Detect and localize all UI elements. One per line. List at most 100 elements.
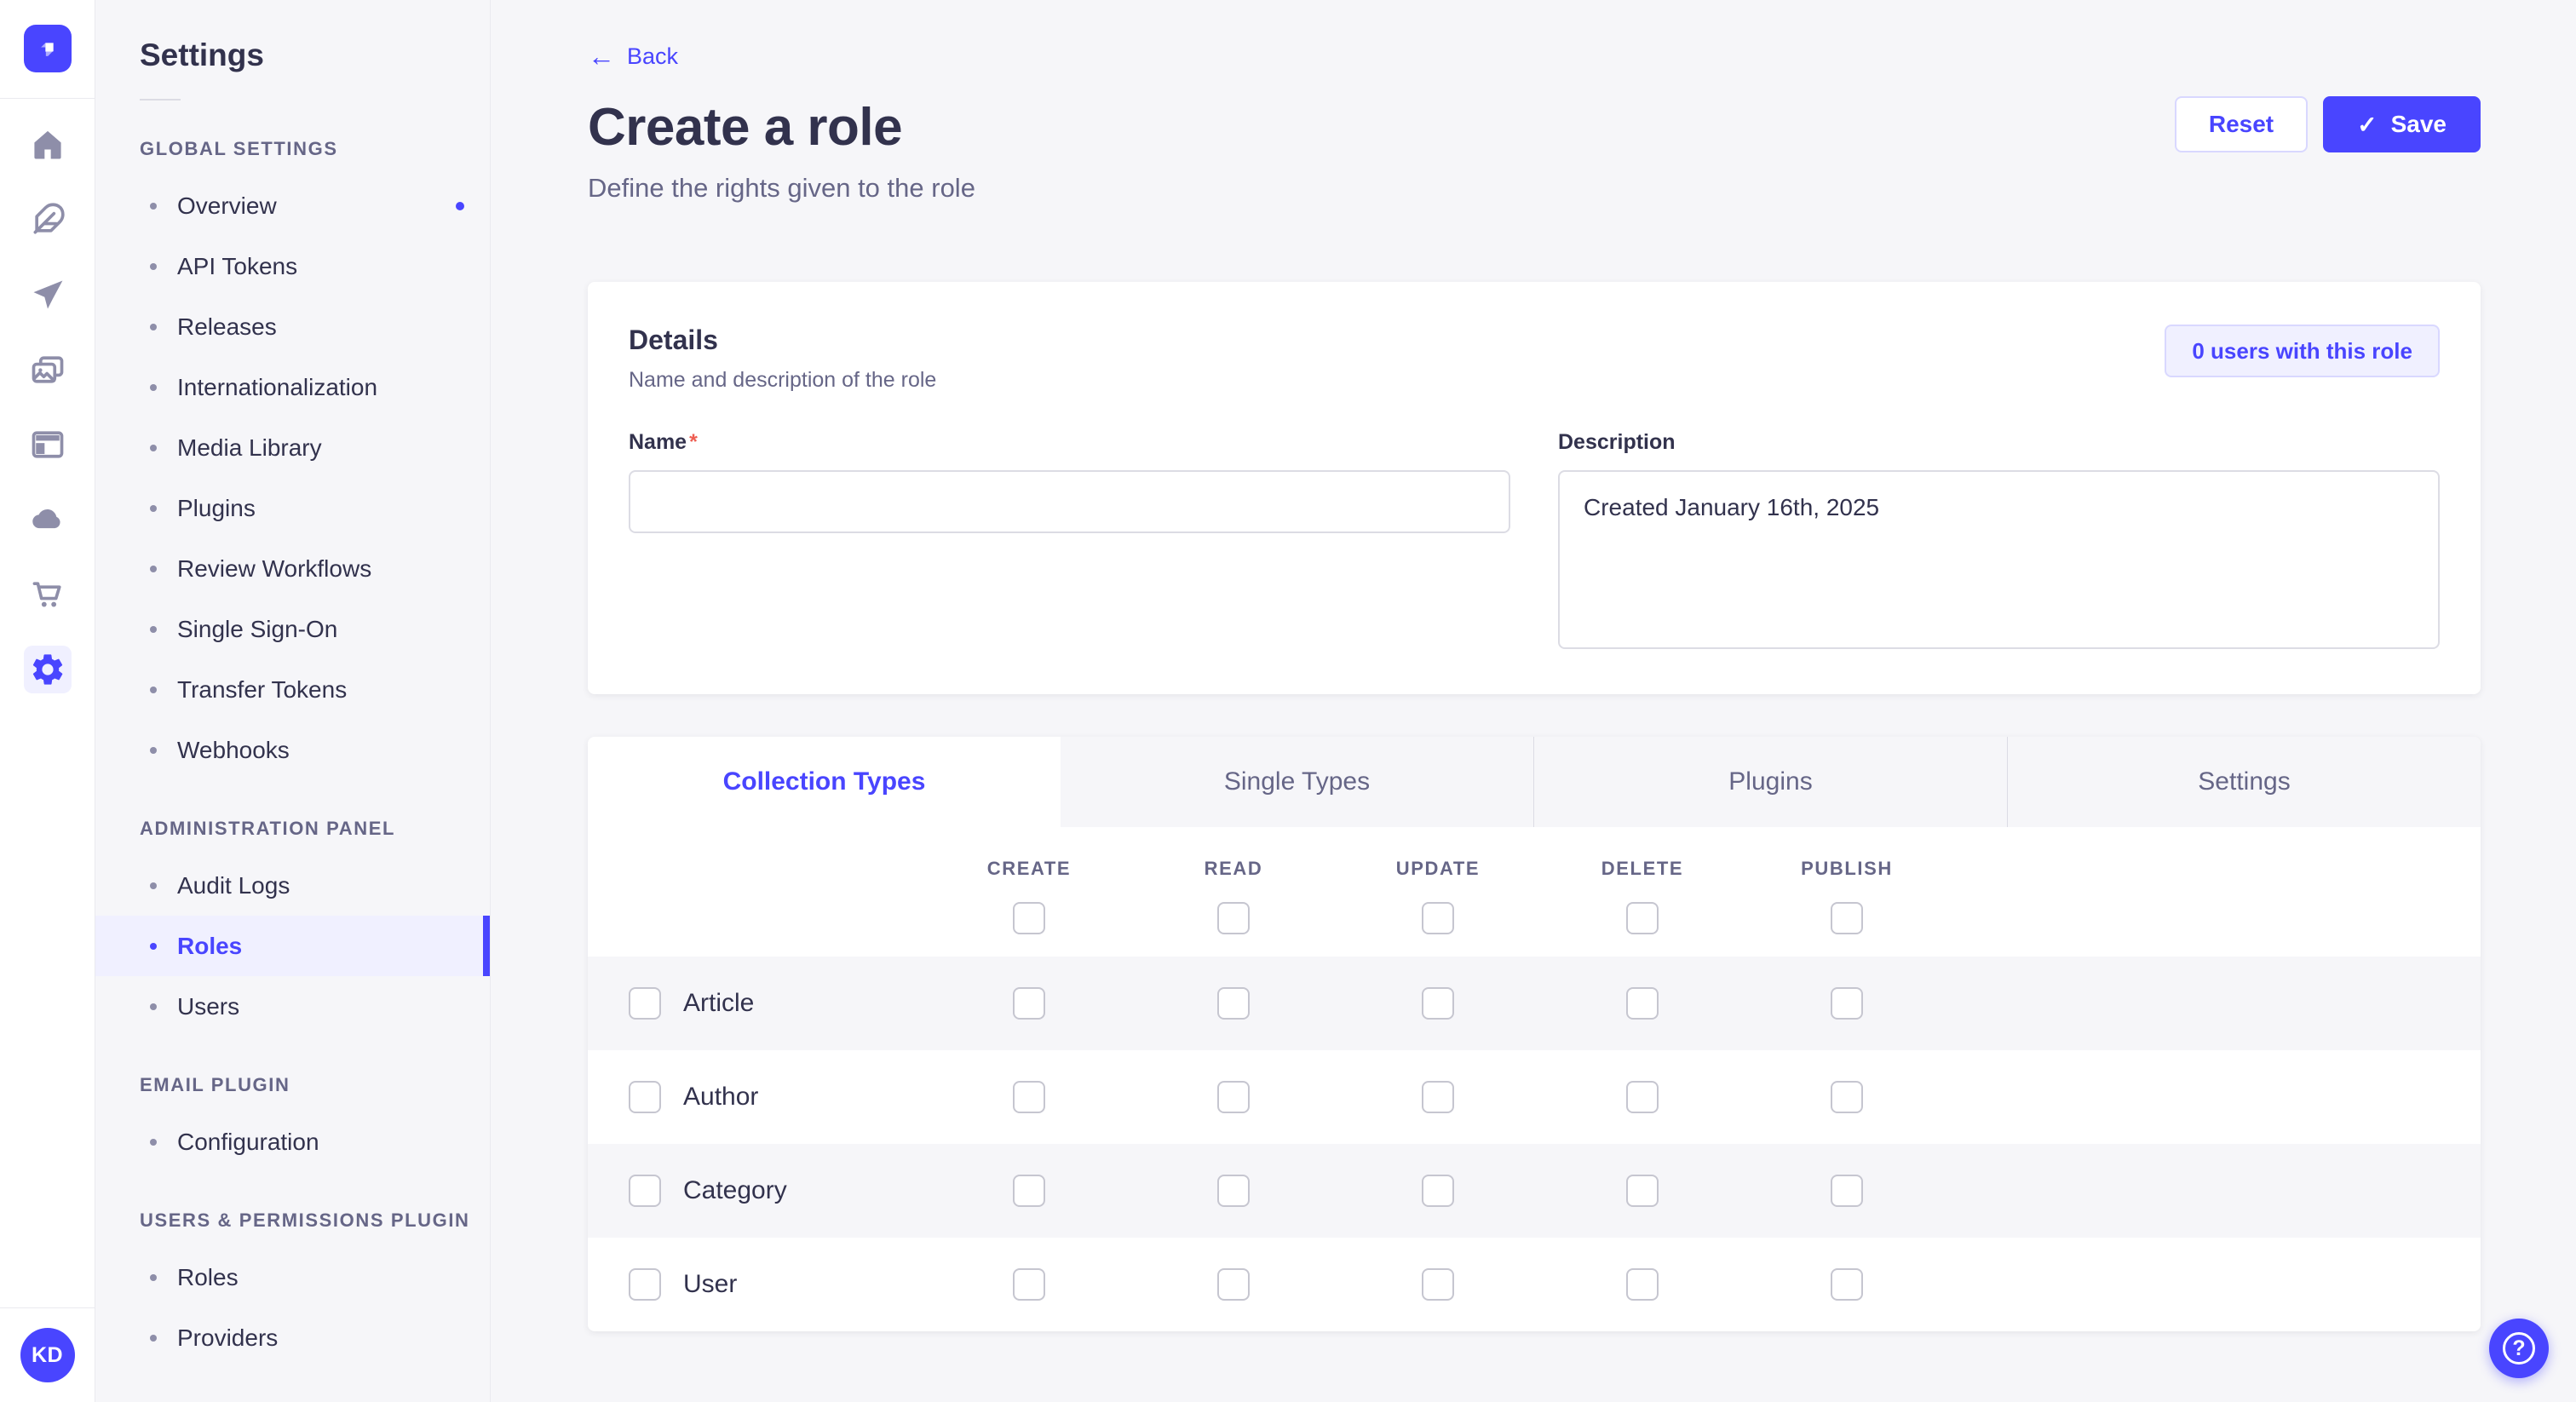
rail-divider <box>0 1307 95 1308</box>
page-subtitle: Define the rights given to the role <box>588 173 975 203</box>
category-delete-checkbox[interactable] <box>1626 1175 1659 1207</box>
category-read-checkbox[interactable] <box>1217 1175 1250 1207</box>
bullet-icon <box>150 1003 157 1010</box>
bullet-icon <box>150 565 157 572</box>
author-create-checkbox[interactable] <box>1013 1081 1045 1113</box>
sidebar-item-providers[interactable]: Providers <box>95 1307 490 1368</box>
help-button[interactable]: ? <box>2489 1319 2549 1378</box>
author-read-checkbox[interactable] <box>1217 1081 1250 1113</box>
tab-collection-types[interactable]: Collection Types <box>588 737 1061 827</box>
question-mark-icon: ? <box>2503 1332 2535 1365</box>
sidebar-item-review-workflows[interactable]: Review Workflows <box>95 538 490 599</box>
tab-settings[interactable]: Settings <box>2007 737 2481 827</box>
bullet-icon <box>150 323 157 330</box>
category-create-checkbox[interactable] <box>1013 1175 1045 1207</box>
author-select-checkbox[interactable] <box>629 1081 661 1113</box>
strapi-logo[interactable] <box>23 25 72 72</box>
section-administration-panel: ADMINISTRATION PANEL <box>140 818 396 839</box>
users-with-role-badge[interactable]: 0 users with this role <box>2165 325 2440 377</box>
rail-divider <box>0 98 95 99</box>
sidebar-item-media-library[interactable]: Media Library <box>95 417 490 478</box>
bullet-icon <box>150 746 157 754</box>
article-read-checkbox[interactable] <box>1217 987 1250 1020</box>
sidebar-item-api-tokens[interactable]: API Tokens <box>95 236 490 296</box>
article-select-checkbox[interactable] <box>629 987 661 1020</box>
rail-item-media-library[interactable] <box>24 346 72 394</box>
row-label: Author <box>683 1083 759 1111</box>
reset-button[interactable]: Reset <box>2174 96 2309 152</box>
article-create-checkbox[interactable] <box>1013 987 1045 1020</box>
user-avatar[interactable]: KD <box>20 1328 75 1382</box>
settings-sidebar: Settings GLOBAL SETTINGS Overview API To… <box>95 0 491 1402</box>
rail-item-layout[interactable] <box>24 421 72 468</box>
back-link[interactable]: ← Back <box>588 43 678 70</box>
rail-item-cloud[interactable] <box>24 496 72 543</box>
select-all-read-checkbox[interactable] <box>1217 902 1250 934</box>
sidebar-item-releases[interactable]: Releases <box>95 296 490 357</box>
article-update-checkbox[interactable] <box>1422 987 1454 1020</box>
user-select-checkbox[interactable] <box>629 1268 661 1301</box>
sidebar-item-plugins[interactable]: Plugins <box>95 478 490 538</box>
category-publish-checkbox[interactable] <box>1831 1175 1863 1207</box>
home-icon <box>33 130 61 159</box>
bullet-icon <box>150 383 157 391</box>
article-delete-checkbox[interactable] <box>1626 987 1659 1020</box>
name-label: Name * <box>629 430 698 454</box>
category-select-checkbox[interactable] <box>629 1175 661 1207</box>
bullet-icon <box>150 882 157 889</box>
author-update-checkbox[interactable] <box>1422 1081 1454 1113</box>
bullet-icon <box>150 942 157 950</box>
sidebar-item-webhooks[interactable]: Webhooks <box>95 720 490 780</box>
sidebar-item-users[interactable]: Users <box>95 976 490 1037</box>
author-publish-checkbox[interactable] <box>1831 1081 1863 1113</box>
cart-icon <box>32 582 61 607</box>
category-update-checkbox[interactable] <box>1422 1175 1454 1207</box>
sidebar-item-internationalization[interactable]: Internationalization <box>95 357 490 417</box>
user-publish-checkbox[interactable] <box>1831 1268 1863 1301</box>
select-all-create-checkbox[interactable] <box>1013 902 1045 934</box>
bullet-icon <box>150 262 157 270</box>
article-publish-checkbox[interactable] <box>1831 987 1863 1020</box>
bullet-icon <box>150 1334 157 1342</box>
column-header-read: READ <box>1204 858 1263 879</box>
rail-item-marketplace[interactable] <box>24 571 72 618</box>
select-all-delete-checkbox[interactable] <box>1626 902 1659 934</box>
sidebar-item-configuration[interactable]: Configuration <box>95 1112 490 1172</box>
description-textarea[interactable]: Created January 16th, 2025 <box>1558 470 2440 649</box>
details-subtitle: Name and description of the role <box>629 368 937 392</box>
select-all-update-checkbox[interactable] <box>1422 902 1454 934</box>
row-label: User <box>683 1270 738 1298</box>
gear-icon <box>32 654 62 685</box>
name-input[interactable] <box>629 470 1510 533</box>
sidebar-item-overview[interactable]: Overview <box>95 175 490 236</box>
rail-item-releases[interactable] <box>24 271 72 319</box>
icon-rail: KD <box>0 0 95 1402</box>
table-row-author: Author <box>588 1050 2481 1144</box>
user-create-checkbox[interactable] <box>1013 1268 1045 1301</box>
notification-dot <box>456 201 464 210</box>
column-header-update: UPDATE <box>1395 858 1481 879</box>
user-update-checkbox[interactable] <box>1422 1268 1454 1301</box>
sidebar-item-roles-up[interactable]: Roles <box>95 1247 490 1307</box>
paper-plane-icon <box>33 280 62 309</box>
save-button[interactable]: ✓ Save <box>2323 96 2481 152</box>
user-read-checkbox[interactable] <box>1217 1268 1250 1301</box>
sidebar-item-single-sign-on[interactable]: Single Sign-On <box>95 599 490 659</box>
rail-item-home[interactable] <box>24 121 72 169</box>
sidebar-title: Settings <box>140 37 264 72</box>
tab-single-types[interactable]: Single Types <box>1061 737 1533 827</box>
sidebar-divider <box>140 99 181 101</box>
permissions-tabs: Collection Types Single Types Plugins Se… <box>588 737 2481 827</box>
select-all-publish-checkbox[interactable] <box>1831 902 1863 934</box>
rail-item-settings[interactable] <box>23 646 72 693</box>
bullet-icon <box>150 625 157 633</box>
rail-item-content-manager[interactable] <box>24 196 72 244</box>
sidebar-item-roles-admin[interactable]: Roles <box>95 916 490 976</box>
sidebar-item-audit-logs[interactable]: Audit Logs <box>95 855 490 916</box>
sidebar-item-transfer-tokens[interactable]: Transfer Tokens <box>95 659 490 720</box>
user-delete-checkbox[interactable] <box>1626 1268 1659 1301</box>
tab-plugins[interactable]: Plugins <box>1533 737 2007 827</box>
author-delete-checkbox[interactable] <box>1626 1081 1659 1113</box>
details-title: Details <box>629 325 718 355</box>
